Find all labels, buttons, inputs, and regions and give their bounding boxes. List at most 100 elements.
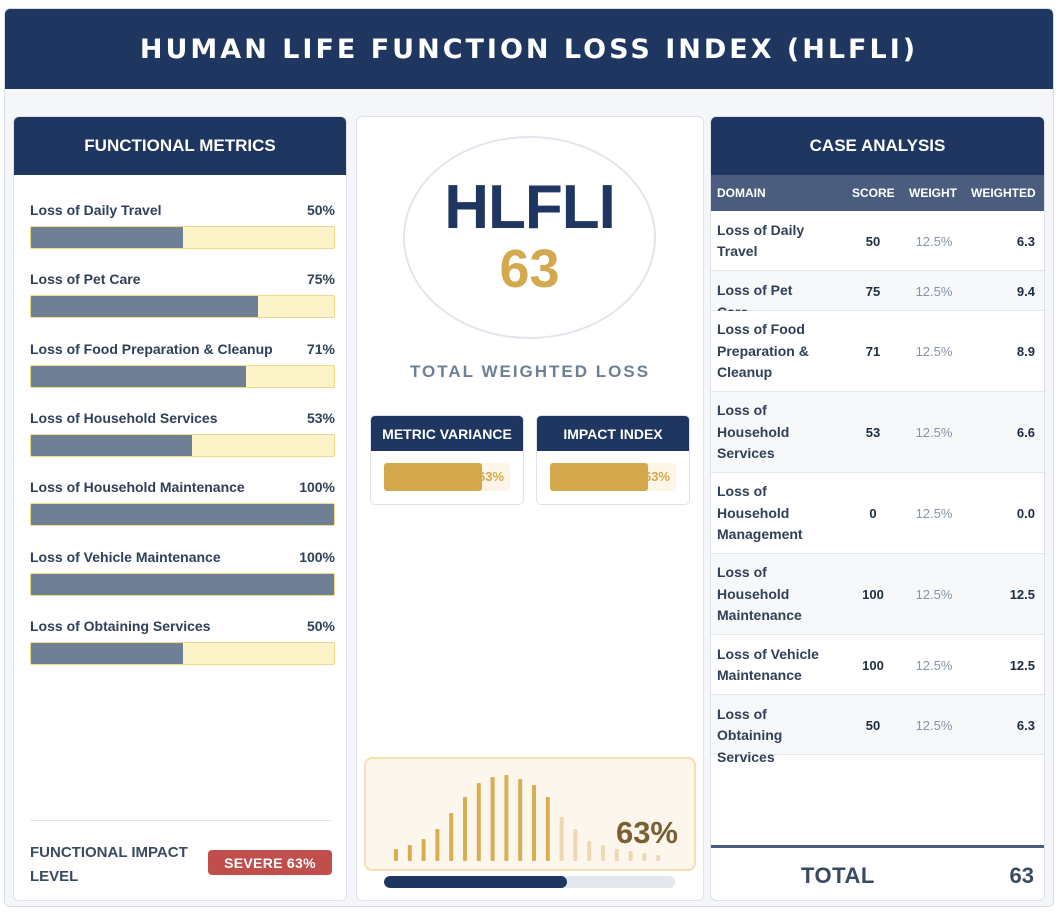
row-weighted: 6.6: [1016, 425, 1035, 440]
row-domain: Loss of Daily Travel: [717, 221, 805, 260]
row-score: 50: [865, 717, 881, 733]
metric-percent: 50%: [306, 617, 335, 634]
row-weighted: 0.0: [1016, 506, 1035, 521]
wave-bar: [518, 779, 523, 861]
metric-row: Loss of Household Services 53%: [30, 410, 335, 426]
case-analysis-heading: CASE ANALYSIS: [711, 117, 1044, 175]
row-score: 71: [865, 344, 881, 359]
row-domain: Loss of Household Maintenance: [717, 564, 802, 624]
metric-bar: [30, 641, 335, 665]
page-header: HUMAN LIFE FUNCTION LOSS INDEX (HLFLI): [5, 9, 1053, 89]
metric-row: Loss of Food Preparation & Cleanup 71%: [30, 341, 335, 357]
table-row: Loss of Pet Care7512.5%9.4: [711, 271, 1044, 320]
score-card: HLFLI 63 TOTAL WEIGHTED LOSS METRIC VARI…: [356, 116, 704, 901]
wave-bar: [532, 785, 536, 861]
index-acronym: HLFLI: [444, 172, 616, 242]
wave-bar: [559, 817, 564, 861]
metric-item: Loss of Household Services 53%: [30, 410, 335, 457]
metric-item: Loss of Obtaining Services 50%: [30, 618, 335, 665]
row-score: 75: [865, 283, 881, 299]
column-score: SCORE: [852, 186, 895, 200]
overall-progress-bar: [384, 876, 675, 888]
metric-row: Loss of Vehicle Maintenance 100%: [30, 549, 335, 565]
divider: [30, 820, 332, 821]
metric-variance-bar: 63%: [384, 463, 510, 491]
column-weighted: WEIGHTED: [971, 186, 1036, 200]
row-weighted: 12.5: [1009, 657, 1035, 673]
row-weight: 12.5%: [915, 657, 953, 673]
row-weighted: 8.9: [1016, 344, 1035, 359]
metric-label: Loss of Obtaining Services: [30, 617, 211, 634]
wave-visual: 63%: [364, 757, 696, 871]
metric-percent: 50%: [306, 202, 335, 218]
metric-bar: [30, 364, 335, 388]
metric-bar-fill: [31, 365, 247, 387]
wave-bar: [642, 853, 647, 861]
metric-bar: [30, 295, 335, 319]
metric-bar-fill: [31, 296, 259, 318]
metric-bar-fill: [31, 227, 183, 248]
wave-bar: [656, 855, 661, 861]
severity-badge: SEVERE 63%: [208, 850, 332, 875]
metric-item: Loss of Pet Care 75%: [30, 271, 335, 319]
table-row: Loss of Obtaining Services 50 12.5% 6.3: [711, 695, 1044, 765]
row-domain: Loss of Vehicle Maintenance: [717, 645, 819, 684]
metric-item: Loss of Food Preparation & Cleanup 71%: [30, 341, 335, 388]
table-header: DOMAIN SCORE WEIGHT WEIGHTED: [711, 175, 1044, 211]
column-domain: DOMAIN: [717, 186, 766, 200]
metric-row: Loss of Daily Travel 50%: [30, 202, 335, 218]
wave-bars: [394, 775, 661, 861]
wave-bar: [587, 841, 592, 861]
metric-label: Loss of Vehicle Maintenance: [30, 548, 221, 565]
wave-bar: [504, 775, 509, 861]
metric-bar-fill: [31, 434, 192, 456]
index-score: 63: [499, 238, 560, 299]
table-row: Loss of Household Management 0 12.5% 0.0: [711, 473, 1044, 554]
metric-label: Loss of Pet Care: [30, 271, 141, 288]
row-weighted: 12.5: [1009, 587, 1035, 602]
wave-bar: [463, 797, 467, 861]
metric-item: Loss of Daily Travel 50%: [30, 202, 335, 249]
row-domain: Loss of Household Services: [717, 402, 790, 462]
metric-bar: [30, 572, 335, 596]
impact-index-value: 63%: [643, 469, 670, 484]
impact-index-label: IMPACT INDEX: [537, 416, 689, 451]
wave-bar: [449, 813, 454, 861]
wave-bar: [628, 851, 633, 861]
metric-label: Loss of Household Services: [30, 409, 218, 426]
row-domain: Loss of Household Management: [717, 483, 803, 543]
row-score: 53: [865, 425, 881, 440]
metric-variance-value: 63%: [477, 469, 504, 484]
metric-bar-fill: [31, 642, 183, 664]
wave-bar: [435, 829, 440, 861]
wave-bar: [573, 829, 578, 861]
total-label: TOTAL: [801, 863, 875, 888]
functional-metrics-card: FUNCTIONAL METRICS Loss of Daily Travel 5…: [13, 116, 347, 901]
total-value: 63: [1009, 863, 1034, 888]
wave-bar: [601, 845, 605, 861]
metric-variance-label: METRIC VARIANCE: [371, 416, 523, 451]
metric-label: Loss of Household Maintenance: [30, 479, 245, 496]
metric-bar: [30, 226, 335, 249]
wave-bar: [476, 783, 481, 861]
row-score: 50: [865, 233, 881, 249]
row-domain: Loss of Food Preparation & Cleanup: [717, 321, 809, 381]
row-weight: 12.5%: [915, 717, 953, 733]
impact-index-card: IMPACT INDEX 63%: [536, 415, 690, 505]
table-row: Loss of Household Services 53 12.5% 6.6: [711, 392, 1044, 473]
metric-percent: 100%: [299, 548, 335, 565]
wave-bar: [545, 797, 550, 861]
metric-variance-card: METRIC VARIANCE 63%: [370, 415, 524, 505]
row-score: 100: [862, 657, 884, 673]
metric-percent: 71%: [306, 340, 335, 357]
metric-bar: [30, 503, 335, 527]
wave-bar: [614, 849, 619, 861]
metric-percent: 53%: [306, 409, 335, 426]
wave-bar: [421, 839, 426, 861]
row-score: 0: [869, 506, 877, 521]
wave-bar: [490, 777, 495, 861]
case-analysis-card: CASE ANALYSIS DOMAIN SCORE WEIGHT WEIGHT…: [710, 116, 1045, 901]
metric-bar: [30, 433, 335, 457]
metric-variance-fill: [384, 463, 483, 491]
row-weight: 12.5%: [915, 233, 953, 249]
